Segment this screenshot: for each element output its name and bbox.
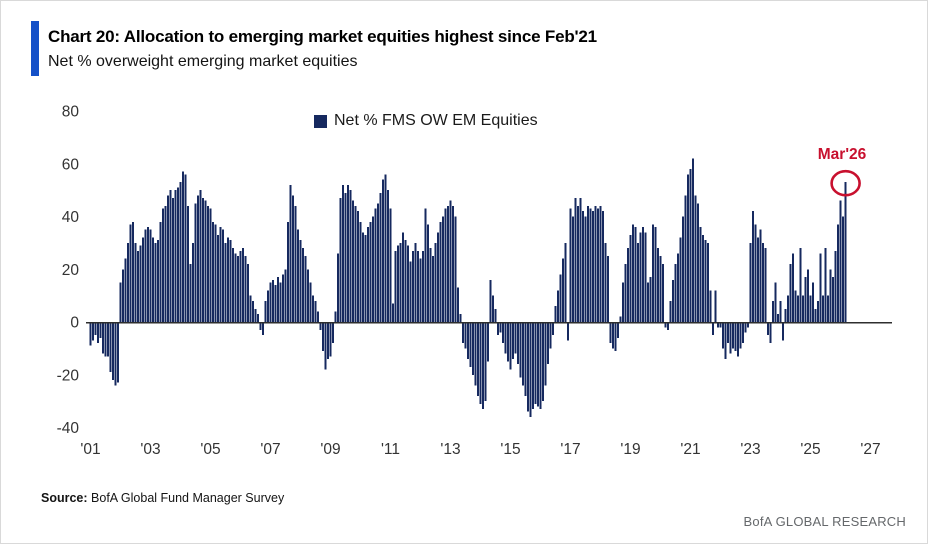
- legend-swatch-icon: [314, 114, 327, 128]
- brand-mark: BofA GLOBAL RESEARCH: [743, 514, 906, 529]
- chart-subtitle: Net % overweight emerging market equitie…: [48, 53, 358, 70]
- svg-text:'23: '23: [740, 441, 760, 458]
- annotation-label: Mar'26: [817, 146, 867, 163]
- svg-text:20: 20: [62, 262, 80, 279]
- chart-legend: Net % FMS OW EM Equities: [314, 112, 538, 130]
- svg-text:60: 60: [62, 156, 80, 173]
- svg-text:'21: '21: [680, 441, 700, 458]
- svg-text:'09: '09: [320, 441, 340, 458]
- svg-text:80: 80: [62, 104, 80, 121]
- title-accent-bar: [31, 21, 39, 76]
- svg-text:'15: '15: [500, 441, 520, 458]
- svg-text:'07: '07: [260, 441, 280, 458]
- svg-text:-20: -20: [57, 367, 80, 384]
- svg-text:'27: '27: [860, 441, 880, 458]
- svg-text:-40: -40: [57, 420, 80, 437]
- svg-text:'19: '19: [620, 441, 640, 458]
- svg-text:0: 0: [70, 315, 79, 332]
- svg-text:'11: '11: [381, 441, 400, 458]
- svg-text:'17: '17: [560, 441, 580, 458]
- svg-text:'01: '01: [80, 441, 100, 458]
- chart-title: Chart 20: Allocation to emerging market …: [48, 27, 597, 46]
- source-line: Source: BofA Global Fund Manager Survey: [41, 491, 284, 505]
- svg-text:'13: '13: [440, 441, 460, 458]
- svg-text:'03: '03: [140, 441, 160, 458]
- legend-label: Net % FMS OW EM Equities: [334, 112, 538, 129]
- svg-text:40: 40: [62, 209, 80, 226]
- source-text: BofA Global Fund Manager Survey: [91, 491, 285, 505]
- source-label: Source:: [41, 491, 88, 505]
- svg-text:'25: '25: [800, 441, 820, 458]
- svg-text:'05: '05: [200, 441, 220, 458]
